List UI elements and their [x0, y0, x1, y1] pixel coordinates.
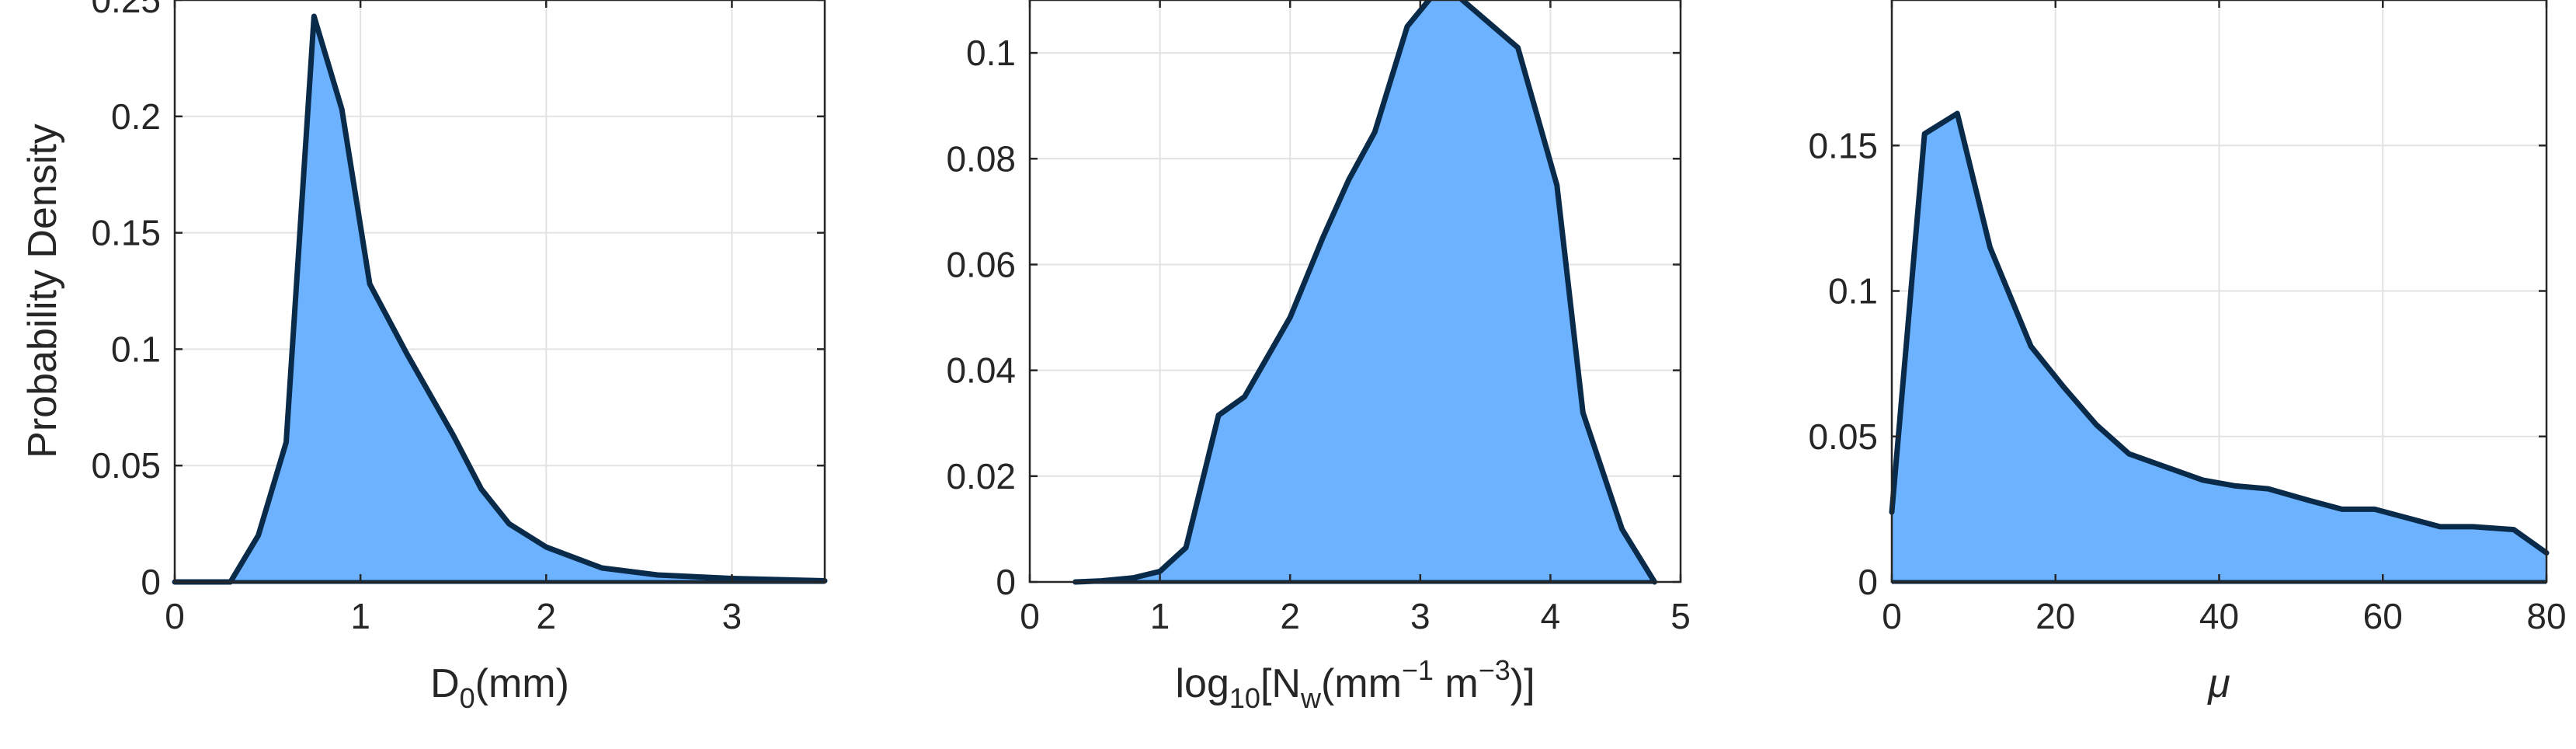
y-tick-label: 0.1: [111, 329, 161, 369]
y-tick-label: 0.15: [1808, 125, 1878, 165]
y-tick-label: 0.15: [91, 213, 161, 253]
x-tick-label: 1: [350, 596, 370, 636]
x-axis-label-part: 0: [460, 682, 475, 714]
y-tick-label: 0.05: [1808, 416, 1878, 457]
y-tick-label: 0.25: [91, 0, 161, 20]
x-tick-label: 2: [536, 596, 556, 636]
x-axis-label-part: (mm: [1321, 661, 1402, 706]
y-axis-label: Probability Density: [20, 124, 65, 458]
x-axis-label: log10[Nw(mm−1 m−3)]: [1175, 654, 1535, 714]
y-tick-label: 0.1: [966, 33, 1016, 73]
x-tick-label: 5: [1670, 596, 1691, 636]
density-area-fill: [1075, 0, 1655, 582]
x-axis-label-part: −1: [1402, 654, 1434, 686]
x-axis-label-part: w: [1300, 682, 1322, 714]
y-tick-label: 0.05: [91, 445, 161, 486]
x-tick-label: 0: [1882, 596, 1902, 636]
chart-log10-nw-density: 0 1 2 3 4 5 0 0.02 0.04 0.06 0.08 0.1 log10[Nw(mm−1 …: [946, 0, 1691, 714]
chart-d0-density: 0 1 2 300.050.10.150.20.25D0(mm)Probability…: [20, 0, 828, 714]
axes-box: [173, 0, 826, 584]
x-tick-label: 0: [1020, 596, 1040, 636]
x-tick-label: 0: [165, 596, 185, 636]
x-axis-label: μ: [2206, 661, 2230, 706]
x-tick-label: 1: [1150, 596, 1170, 636]
x-tick-label: 3: [1410, 596, 1431, 636]
x-axis-label-part: )]: [1510, 661, 1535, 706]
density-area-fill: [1892, 113, 2546, 582]
axes-box: [1028, 0, 1682, 584]
y-tick-label: 0.2: [111, 96, 161, 137]
y-tick-label: 0.08: [946, 138, 1016, 179]
y-tick-label: 0.02: [946, 456, 1016, 496]
x-tick-label: 40: [2199, 596, 2239, 636]
y-tick-label: 0: [1858, 562, 1878, 602]
x-tick-label: 60: [2363, 596, 2403, 636]
x-axis-label: D0(mm): [430, 661, 569, 714]
y-tick-label: 0: [996, 562, 1016, 602]
y-tick-label: 0.06: [946, 244, 1016, 284]
x-axis-label-part: (mm): [475, 661, 569, 706]
density-area-fill: [175, 16, 825, 583]
y-tick-label: 0: [141, 562, 161, 602]
x-tick-label: 80: [2526, 596, 2566, 636]
y-tick-label: 0.1: [1828, 271, 1878, 312]
chart-mu-density: 0 20 40 60 80 0 0.05 0.1 0.15 μ: [1808, 0, 2567, 706]
density-curve-line: [172, 13, 828, 585]
x-axis-label-part: D: [430, 661, 460, 706]
x-axis-label-part: [N: [1260, 661, 1301, 706]
x-axis-label-part: m: [1434, 661, 1479, 706]
x-tick-label: 4: [1541, 596, 1561, 636]
x-axis-label-part: −3: [1479, 654, 1510, 686]
x-tick-label: 2: [1280, 596, 1300, 636]
y-tick-label: 0.04: [946, 350, 1016, 391]
density-curve-line: [1889, 110, 2550, 556]
x-tick-label: 20: [2035, 596, 2075, 636]
x-axis-label-part: 10: [1229, 682, 1260, 714]
x-axis-label-part: log: [1175, 661, 1229, 706]
x-tick-label: 3: [722, 596, 742, 636]
